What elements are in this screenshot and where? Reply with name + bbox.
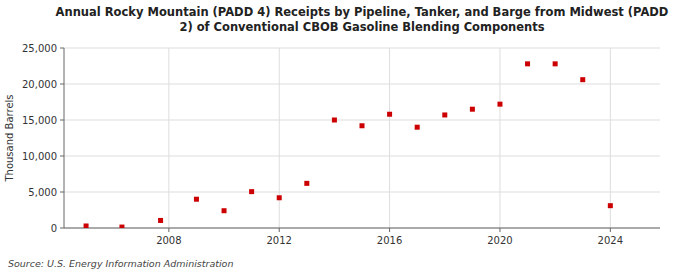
x-tick-label: 2016 xyxy=(377,235,402,246)
title-line: 2) of Conventional CBOB Gasoline Blendin… xyxy=(179,20,544,34)
grid-line-y xyxy=(64,156,660,157)
point xyxy=(608,203,613,208)
point xyxy=(442,112,447,117)
point xyxy=(304,181,309,186)
x-tick xyxy=(279,228,280,232)
point xyxy=(158,218,163,223)
x-tick xyxy=(389,228,390,232)
y-tick-label: 0 xyxy=(51,223,57,234)
point xyxy=(332,118,337,123)
grid-line-y xyxy=(64,192,660,193)
point xyxy=(553,61,558,66)
grid-line-y xyxy=(64,120,660,121)
y-tick-label: 5,000 xyxy=(28,187,57,198)
y-tick-label: 20,000 xyxy=(22,79,57,90)
grid-line-x xyxy=(279,48,280,228)
x-tick xyxy=(168,228,169,232)
grid-line-y xyxy=(64,228,660,229)
point xyxy=(277,195,282,200)
grid-line-y xyxy=(64,48,660,49)
point xyxy=(249,189,254,194)
y-tick xyxy=(60,84,64,85)
point xyxy=(119,225,124,228)
point xyxy=(360,123,365,128)
x-tick-label: 2012 xyxy=(266,235,291,246)
y-tick xyxy=(60,48,64,49)
point xyxy=(415,125,420,130)
title: Annual Rocky Mountain (PADD 4) Receipts … xyxy=(56,5,669,34)
chart: Annual Rocky Mountain (PADD 4) Receipts … xyxy=(0,0,675,275)
y-tick-label: 10,000 xyxy=(22,151,57,162)
x-tick-label: 2024 xyxy=(598,235,623,246)
grid-line-x xyxy=(168,48,169,228)
grid-line-x xyxy=(499,48,500,228)
y-axis-line xyxy=(64,48,65,228)
y-axis-label: Thousand Barrels xyxy=(4,94,15,182)
y-tick-label: 25,000 xyxy=(22,43,57,54)
grid-line-x xyxy=(610,48,611,228)
x-axis-line xyxy=(64,228,660,229)
y-tick xyxy=(60,192,64,193)
point xyxy=(525,61,530,66)
grid xyxy=(64,48,660,228)
point xyxy=(387,112,392,117)
point xyxy=(84,223,89,228)
point xyxy=(580,77,585,82)
y-tick xyxy=(60,228,64,229)
point xyxy=(470,107,475,112)
points xyxy=(84,61,613,228)
grid-line-x xyxy=(389,48,390,228)
title-line: Annual Rocky Mountain (PADD 4) Receipts … xyxy=(56,5,669,19)
source: Source: U.S. Energy Information Administ… xyxy=(8,258,233,269)
point xyxy=(194,197,199,202)
x-tick-label: 2008 xyxy=(156,235,181,246)
point xyxy=(497,102,502,107)
y-tick xyxy=(60,156,64,157)
y-tick xyxy=(60,120,64,121)
point xyxy=(222,208,227,213)
x-tick xyxy=(499,228,500,232)
grid-line-y xyxy=(64,84,660,85)
x-tick-label: 2020 xyxy=(487,235,512,246)
y-tick-label: 15,000 xyxy=(22,115,57,126)
x-tick xyxy=(610,228,611,232)
